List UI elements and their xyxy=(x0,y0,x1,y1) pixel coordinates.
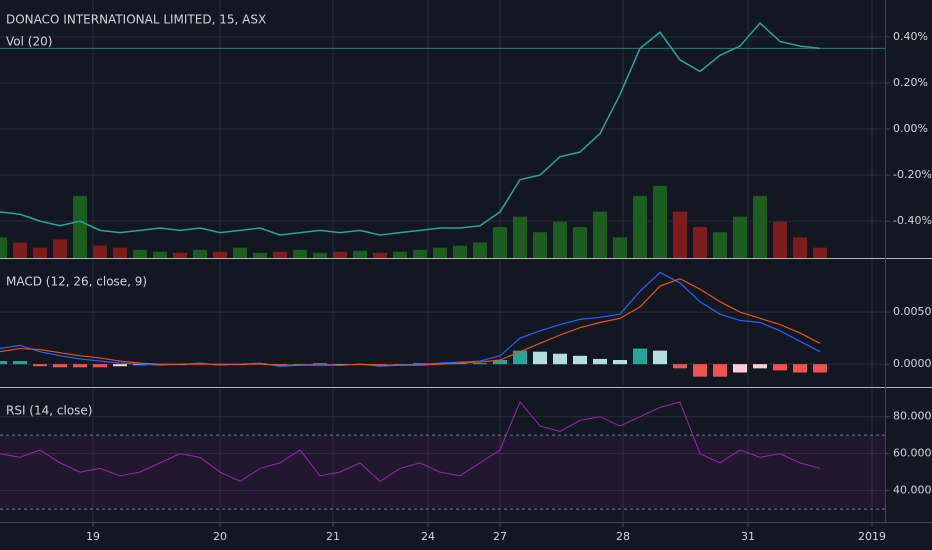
histogram-bar xyxy=(793,364,807,373)
volume-bar xyxy=(793,237,807,258)
volume-bar xyxy=(433,247,447,258)
histogram-bar xyxy=(53,364,67,368)
y-tick-label: 0.00% xyxy=(893,122,928,135)
histogram-bar xyxy=(773,364,787,371)
volume-bar xyxy=(293,249,307,258)
x-tick-label: 21 xyxy=(326,530,340,543)
histogram-bar xyxy=(553,353,567,365)
volume-bar xyxy=(393,251,407,258)
histogram-bar xyxy=(813,364,827,373)
y-tick-label: 80.0000 xyxy=(893,410,932,423)
volume-bar xyxy=(273,251,287,258)
volume-bar xyxy=(773,221,787,258)
volume-bar xyxy=(713,232,727,258)
volume-bar xyxy=(353,250,367,258)
volume-bar xyxy=(653,185,667,258)
histogram-bar xyxy=(493,360,507,365)
volume-bar xyxy=(693,227,707,258)
histogram-bar xyxy=(513,350,527,365)
volume-bar xyxy=(753,196,767,258)
histogram-bar xyxy=(633,348,647,365)
volume-bar xyxy=(733,216,747,258)
x-tick-label: 2019 xyxy=(858,530,886,543)
histogram-bar xyxy=(13,361,27,365)
volume-bar xyxy=(513,216,527,258)
volume-bar xyxy=(313,252,327,258)
histogram-bar xyxy=(593,358,607,365)
volume-bar xyxy=(473,242,487,258)
histogram-bar xyxy=(533,351,547,365)
volume-bar xyxy=(413,249,427,258)
volume-bar xyxy=(213,251,227,258)
price-line xyxy=(0,21,821,236)
volume-bar xyxy=(33,247,47,258)
signal-line xyxy=(0,278,821,366)
y-tick-label: 0.20% xyxy=(893,76,928,89)
volume-bar xyxy=(13,242,27,258)
histogram-bar xyxy=(73,364,87,368)
volume-bar xyxy=(173,252,187,258)
histogram-bar xyxy=(0,361,7,365)
histogram-bar xyxy=(113,364,127,367)
volume-bar xyxy=(333,251,347,258)
pane-title: MACD (12, 26, close, 9) xyxy=(6,275,147,289)
volume-bar xyxy=(493,227,507,258)
y-tick-label: 40.0000 xyxy=(893,484,932,497)
histogram-bar xyxy=(673,364,687,369)
y-tick-label: 0.0050 xyxy=(893,305,932,318)
histogram-bar xyxy=(713,364,727,377)
volume-bar xyxy=(73,196,87,258)
volume-bar xyxy=(633,196,647,258)
volume-bar xyxy=(613,237,627,258)
y-tick-label: 0.0000 xyxy=(893,357,932,370)
x-tick-label: 20 xyxy=(213,530,227,543)
x-tick-label: 28 xyxy=(616,530,630,543)
pane-title: RSI (14, close) xyxy=(6,404,92,418)
volume-bar xyxy=(233,247,247,258)
volume-label: Vol (20) xyxy=(6,35,52,49)
histogram-bar xyxy=(33,364,47,367)
x-tick-label: 31 xyxy=(741,530,755,543)
volume-bar xyxy=(453,245,467,258)
y-tick-label: 0.40% xyxy=(893,30,928,43)
histogram-bar xyxy=(753,364,767,369)
chart-title: DONACO INTERNATIONAL LIMITED, 15, ASX xyxy=(6,13,266,27)
volume-bar xyxy=(133,249,147,258)
volume-bar xyxy=(573,227,587,258)
x-tick-label: 27 xyxy=(493,530,507,543)
volume-bar xyxy=(673,211,687,258)
volume-bar xyxy=(0,237,7,258)
y-tick-label: -0.40% xyxy=(893,214,932,227)
volume-bar xyxy=(593,211,607,258)
histogram-bar xyxy=(733,364,747,373)
volume-bar xyxy=(53,239,67,258)
volume-bar xyxy=(113,247,127,258)
histogram-bar xyxy=(653,350,667,365)
histogram-bar xyxy=(93,364,107,368)
volume-bar xyxy=(533,232,547,258)
x-tick-label: 24 xyxy=(421,530,435,543)
volume-bar xyxy=(373,252,387,258)
rsi-line xyxy=(0,400,821,482)
histogram-bar xyxy=(573,355,587,365)
y-tick-label: -0.20% xyxy=(893,168,932,181)
volume-bar xyxy=(253,252,267,258)
volume-bar xyxy=(193,249,207,258)
volume-bar xyxy=(93,245,107,258)
histogram-bar xyxy=(613,360,627,365)
volume-bar xyxy=(813,247,827,258)
volume-bar xyxy=(553,221,567,258)
histogram-bar xyxy=(473,363,487,365)
x-tick-label: 19 xyxy=(86,530,100,543)
y-tick-label: 60.0000 xyxy=(893,447,932,460)
volume-bar xyxy=(153,251,167,258)
histogram-bar xyxy=(693,364,707,377)
